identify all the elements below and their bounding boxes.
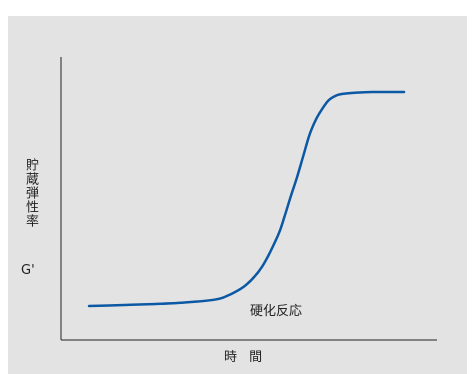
curing-reaction-annotation: 硬化反応 <box>250 304 303 319</box>
x-axis-label: 時 間 <box>224 350 267 365</box>
chart-background-panel <box>8 16 467 374</box>
y-axis-unit: G' <box>21 263 35 278</box>
series-line-0 <box>87 90 406 308</box>
series-layer <box>87 90 406 308</box>
y-axis-label: 貯蔵弾性率 <box>23 158 38 228</box>
